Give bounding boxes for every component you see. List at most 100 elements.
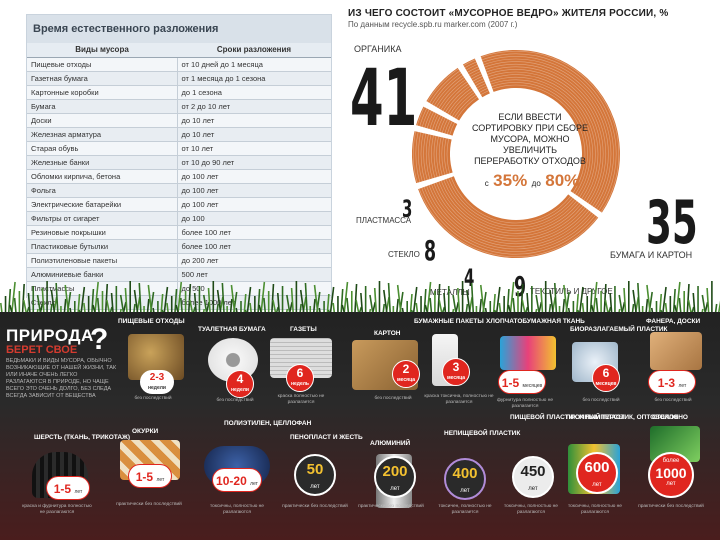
- label-metall: МЕТАЛЛЫ: [430, 288, 470, 297]
- cat-wool: ШЕРСТЬ (ТКАНЬ, ТРИКОТАЖ): [34, 434, 131, 441]
- nature-intro: ВЕДЬМАКИ И ВИДЫ МУСОРА, ОБЫЧНО ВОЗНИКАЮЩ…: [6, 358, 117, 399]
- to-word: до: [531, 179, 541, 188]
- cell-type: Обломки кирпича, бетона: [27, 169, 178, 184]
- cotton-n1: 1: [501, 376, 509, 390]
- cotton-shirts-image: [500, 336, 556, 370]
- cell-time: до 10 лет: [177, 127, 331, 142]
- donut-texture-ring: [438, 76, 594, 232]
- alu-note: практически без последствий: [358, 504, 424, 509]
- donut-center-text: ЕСЛИ ВВЕСТИ СОРТИРОВКУ ПРИ СБОРЕ МУСОРА,…: [472, 112, 588, 166]
- cig-note: практически без последствий: [116, 502, 182, 507]
- cat-diaper: ПИЩЕВОЙ ПЛАСТИК И ПАМПЕРСЫ: [510, 414, 625, 421]
- cat-toilet: ТУАЛЕТНАЯ БУМАГА: [198, 326, 266, 333]
- glass-n: 1000: [655, 465, 687, 481]
- news-note: краска полностью не разлагается: [277, 394, 325, 405]
- cell-type: Бумага: [27, 99, 178, 114]
- cig-n1: 1: [135, 470, 143, 484]
- hard-n: 600: [584, 459, 610, 476]
- cat-cotton: ХЛОПЧАТОБУМАЖНАЯ ТКАНЬ: [486, 318, 585, 325]
- cotton-range: 1-5 месяцев: [498, 370, 546, 394]
- num-bumaga: 35: [646, 188, 698, 258]
- milk-badge: 3 месяца: [442, 358, 470, 386]
- donut-segment-organika: [480, 50, 620, 213]
- label-tekstil: ТЕКСТИЛЬ И ДРУГОЕ: [530, 287, 613, 296]
- cat-hard: ПРОЧНЫЙ ПЛАСТИК, ОПТОВОЛОКНО: [566, 414, 688, 421]
- alu-badge: 200 лет: [374, 456, 416, 498]
- donut-texture-ring: [412, 50, 620, 258]
- num-steklo: 8: [424, 234, 437, 267]
- cotton-note: фурнитура полностью не разлагается: [496, 398, 554, 409]
- plastic-badge: 400 лет: [444, 458, 486, 500]
- cell-type: Газетная бумага: [27, 71, 178, 86]
- donut-texture-ring: [441, 79, 591, 229]
- donut-title: ИЗ ЧЕГО СОСТОИТ «МУСОРНОЕ ВЕДРО» ЖИТЕЛЯ …: [348, 8, 669, 19]
- plastic-unit: лет: [460, 488, 470, 494]
- poly-range: 10-20 лет: [212, 468, 262, 492]
- donut-segment-tekstil: [412, 131, 453, 184]
- news-badge: 6 недель: [286, 364, 314, 392]
- table-row: Фильтры от сигарет до 100: [27, 211, 331, 226]
- cell-type: Доски: [27, 113, 178, 128]
- diaper-unit: лет: [528, 486, 538, 492]
- cotton-n2: 5: [512, 376, 520, 390]
- box-badge: 2 месяца: [392, 360, 420, 388]
- cell-time: до 100: [177, 211, 331, 226]
- question-mark: ?: [90, 323, 109, 356]
- cat-cig: ОКУРКИ: [132, 428, 159, 435]
- cell-type: Алюминиевые банки: [27, 267, 178, 282]
- box-note: без последствий: [374, 396, 412, 401]
- food-n2: 3: [158, 372, 165, 383]
- plastic-note: токсичен, полностью не разлагается: [438, 504, 492, 515]
- cat-wood: ФАНЕРА, ДОСКИ: [646, 318, 701, 325]
- donut-texture-ring: [436, 74, 596, 234]
- box-n: 2: [402, 362, 410, 376]
- hard-badge: 600 лет: [576, 452, 618, 494]
- wood-n2: 3: [668, 376, 676, 390]
- nature-title: ПРИРОДА: [6, 326, 94, 345]
- cell-time: от 10 лет: [177, 141, 331, 156]
- table-body: Пищевые отходы от 10 дней до 1 месяца Газе…: [27, 57, 331, 310]
- wood-note: без последствий: [654, 398, 692, 403]
- table-row: Полиэтиленовые пакеты до 200 лет: [27, 253, 331, 268]
- donut-segment-steklo: [426, 67, 479, 121]
- to-value: 80%: [545, 171, 580, 190]
- hard-unit: лет: [592, 482, 602, 488]
- cat-poly: ПОЛИЭТИЛЕН, ЦЕЛЛОФАН: [224, 420, 312, 427]
- table-row: Старая обувь от 10 лет: [27, 141, 331, 156]
- table-row: Пластиковые бутылки более 100 лет: [27, 239, 331, 254]
- donut-source: По данным recycle.spb.ru marker.com (200…: [348, 20, 518, 29]
- cell-time: от 2 до 10 лет: [177, 99, 331, 114]
- donut-texture-ring: [418, 56, 614, 252]
- wood-range: 1-3 лет: [648, 370, 696, 394]
- glass-unit: лет: [666, 481, 676, 487]
- donut-texture-ring: [415, 53, 617, 255]
- num-plastmassa: 3: [402, 195, 413, 223]
- table-title: Время естественного разложения: [27, 15, 331, 43]
- plywood-image: [650, 332, 702, 370]
- cell-type: Железные банки: [27, 155, 178, 170]
- cell-type: Пластиковые бутылки: [27, 239, 178, 254]
- cell-time: от 10 дней до 1 месяца: [177, 57, 331, 72]
- cell-time: до 200 лет: [177, 253, 331, 268]
- label-plastmassa: ПЛАСТМАССА: [356, 216, 412, 225]
- donut-segment-metall: [416, 106, 458, 136]
- donut-texture-ring: [428, 66, 604, 242]
- alu-unit: лет: [390, 486, 400, 492]
- cell-time: до 1 сезона: [177, 85, 331, 100]
- cat-alu: АЛЮМИНИЙ: [370, 440, 411, 447]
- table-row: Картонные коробки до 1 сезона: [27, 85, 331, 100]
- hard-note: токсичны, полностью не разлагаются: [568, 504, 622, 515]
- table-header-row: Виды мусора Сроки разложения: [27, 43, 331, 58]
- bio-badge: 6 месяцев: [592, 364, 620, 392]
- label-steklo: СТЕКЛО: [388, 250, 420, 259]
- label-bumaga: БУМАГА И КАРТОН: [610, 250, 693, 260]
- poly-unit: лет: [250, 481, 258, 487]
- food-note: без последствий: [134, 396, 172, 401]
- food-unit: недели: [147, 385, 166, 391]
- food-n1: 2: [149, 372, 156, 383]
- num-tekstil: 9: [514, 270, 527, 303]
- wool-n1: 1: [53, 482, 61, 496]
- toilet-note: без последствий: [216, 398, 254, 403]
- table-row: Обломки кирпича, бетона до 100 лет: [27, 169, 331, 184]
- bio-n: 6: [602, 366, 610, 380]
